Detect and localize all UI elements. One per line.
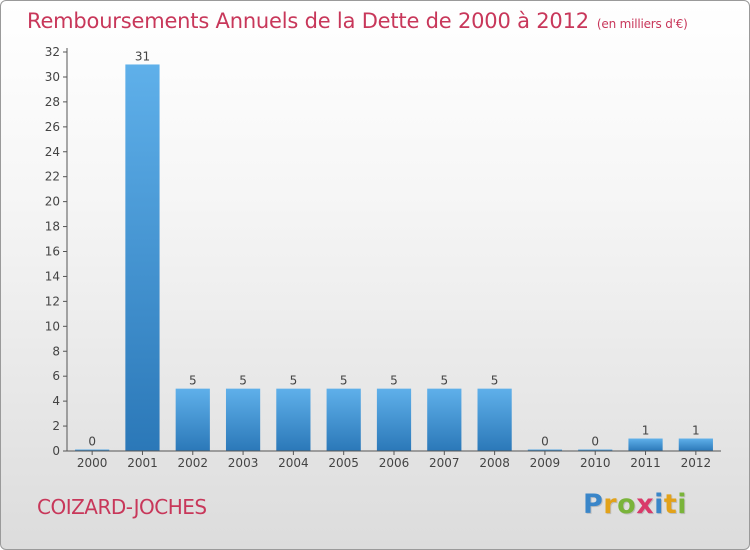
- x-tick-label: 2006: [379, 456, 410, 470]
- bar: [578, 449, 613, 451]
- y-tick-label: 30: [45, 70, 60, 84]
- y-tick-label: 16: [45, 245, 60, 259]
- y-tick-label: 8: [52, 344, 60, 358]
- data-label: 31: [135, 49, 150, 63]
- data-label: 1: [642, 424, 650, 438]
- data-label: 5: [340, 374, 348, 388]
- y-tick-label: 4: [52, 394, 60, 408]
- y-tick-label: 26: [45, 120, 60, 134]
- chart-unit: (en milliers d'€): [596, 17, 688, 31]
- proxiti-logo: Proxiti: [583, 489, 687, 520]
- bar: [125, 64, 160, 451]
- x-tick-label: 2001: [127, 456, 158, 470]
- x-tick-label: 2000: [77, 456, 108, 470]
- bar: [326, 388, 361, 451]
- data-label: 0: [88, 435, 96, 449]
- bar: [628, 438, 663, 451]
- data-label: 0: [591, 435, 599, 449]
- data-label: 5: [239, 374, 247, 388]
- y-tick-label: 2: [52, 419, 60, 433]
- data-label: 5: [390, 374, 398, 388]
- x-tick-label: 2003: [228, 456, 259, 470]
- x-tick-label: 2009: [530, 456, 561, 470]
- bar: [376, 388, 412, 451]
- y-tick-label: 20: [45, 195, 60, 209]
- chart-title: Remboursements Annuels de la Dette de 20…: [27, 9, 688, 33]
- bar: [175, 388, 210, 451]
- x-tick-label: 2011: [630, 456, 661, 470]
- bar: [75, 449, 110, 451]
- x-tick-label: 2008: [479, 456, 510, 470]
- x-tick-label: 2012: [681, 456, 712, 470]
- y-tick-label: 24: [45, 145, 60, 159]
- data-label: 0: [541, 435, 549, 449]
- logo-letter: o: [617, 489, 637, 520]
- logo-letter: P: [583, 489, 604, 520]
- bar: [276, 388, 311, 451]
- y-tick-label: 22: [45, 170, 60, 184]
- logo-letter: i: [677, 489, 688, 520]
- logo-letter: r: [603, 489, 618, 520]
- y-tick-label: 32: [45, 45, 60, 59]
- x-tick-label: 2004: [278, 456, 309, 470]
- y-tick-label: 6: [52, 369, 60, 383]
- y-tick-label: 0: [52, 444, 60, 458]
- bar: [678, 438, 713, 451]
- y-tick-label: 14: [45, 269, 60, 283]
- y-tick-label: 10: [45, 319, 60, 333]
- chart-title-text: Remboursements Annuels de la Dette de 20…: [27, 9, 589, 33]
- commune-name: COIZARD-JOCHES: [37, 495, 207, 519]
- x-tick-label: 2005: [328, 456, 359, 470]
- logo-letter: i: [654, 489, 664, 520]
- x-tick-label: 2002: [177, 456, 208, 470]
- data-label: 5: [440, 374, 448, 388]
- y-tick-label: 28: [45, 95, 60, 109]
- data-label: 1: [692, 424, 700, 438]
- data-label: 5: [290, 374, 298, 388]
- y-tick-label: 12: [45, 294, 60, 308]
- x-tick-label: 2010: [580, 456, 611, 470]
- x-tick-label: 2007: [429, 456, 460, 470]
- bar: [427, 388, 462, 451]
- bar: [477, 388, 512, 451]
- data-label: 5: [189, 374, 197, 388]
- y-tick-label: 18: [45, 220, 60, 234]
- bar: [225, 388, 261, 451]
- logo-letter: t: [663, 489, 678, 520]
- data-label: 5: [491, 374, 499, 388]
- bar: [527, 449, 563, 451]
- logo-letter: x: [636, 489, 655, 520]
